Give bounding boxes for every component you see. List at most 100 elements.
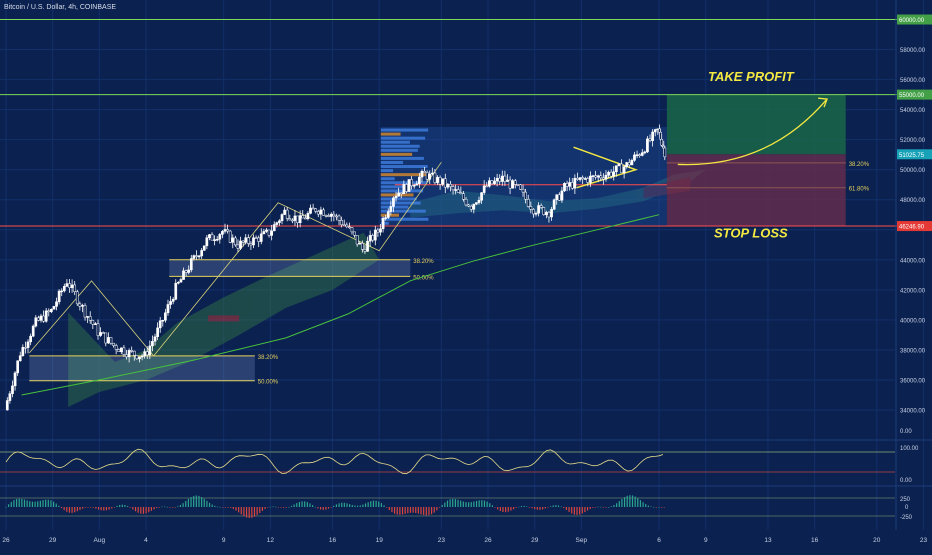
histogram-bar-positive bbox=[549, 506, 552, 507]
candle-up bbox=[500, 175, 504, 182]
time-tick-label: 16 bbox=[811, 537, 819, 544]
candle-up bbox=[583, 178, 587, 180]
volume-profile-bar bbox=[380, 193, 414, 197]
candle-up bbox=[31, 325, 35, 337]
candle-up bbox=[607, 171, 610, 176]
histogram-bar-positive bbox=[31, 501, 34, 507]
histogram-bar-negative bbox=[510, 507, 512, 511]
candle-up bbox=[65, 283, 69, 287]
candle-up bbox=[182, 270, 185, 280]
histogram-bar-negative bbox=[171, 507, 174, 508]
histogram-bar-negative bbox=[145, 507, 147, 514]
volume-profile-bar bbox=[380, 221, 389, 225]
histogram-bar-positive bbox=[465, 502, 467, 507]
histogram-bar-negative bbox=[259, 507, 261, 514]
candle-down bbox=[130, 350, 134, 352]
histogram-bar-negative bbox=[431, 507, 433, 515]
histogram-bar-negative bbox=[232, 507, 234, 509]
time-tick-label: 9 bbox=[704, 537, 708, 544]
volume-profile-bar bbox=[380, 217, 429, 221]
candle-up bbox=[545, 212, 548, 215]
volume-profile-bar bbox=[380, 152, 413, 156]
candle-up bbox=[430, 172, 434, 175]
candle-down bbox=[327, 215, 331, 217]
histogram-bar-negative bbox=[82, 507, 84, 509]
candle-down bbox=[311, 207, 315, 210]
candle-down bbox=[423, 170, 426, 173]
histogram-bar-negative bbox=[396, 507, 398, 515]
candle-down bbox=[355, 235, 359, 245]
candle-up bbox=[50, 309, 53, 313]
candle-down bbox=[576, 177, 579, 180]
candle-up bbox=[493, 180, 496, 185]
histogram-bar-negative bbox=[230, 507, 232, 508]
histogram-bar-positive bbox=[608, 506, 610, 508]
candle-down bbox=[324, 215, 328, 217]
price-tick-label: 34000.00 bbox=[900, 408, 926, 414]
candle-up bbox=[26, 341, 30, 348]
candle-up bbox=[477, 199, 481, 203]
candle-down bbox=[467, 204, 470, 207]
candle-up bbox=[189, 258, 193, 271]
histogram-bar-positive bbox=[634, 496, 636, 507]
candle-up bbox=[16, 360, 20, 374]
histogram-bar-positive bbox=[473, 501, 475, 507]
oscillator-1-line bbox=[5, 448, 664, 475]
candle-up bbox=[265, 229, 268, 232]
candle-up bbox=[29, 335, 32, 343]
candle-down bbox=[456, 189, 460, 193]
candle-up bbox=[62, 286, 66, 292]
histogram-bar-positive bbox=[275, 506, 277, 508]
candle-down bbox=[581, 177, 584, 180]
candle-up bbox=[8, 393, 12, 401]
histogram-bar-negative bbox=[256, 507, 258, 516]
histogram-bar-negative bbox=[66, 507, 68, 512]
histogram-bar-negative bbox=[420, 507, 422, 515]
histogram-bar-positive bbox=[177, 506, 179, 507]
histogram-bar-positive bbox=[626, 495, 628, 507]
candle-up bbox=[397, 192, 400, 197]
candle-up bbox=[119, 347, 123, 352]
candle-up bbox=[259, 233, 263, 242]
candle-down bbox=[314, 208, 318, 212]
candle-up bbox=[379, 228, 382, 233]
candle-up bbox=[213, 239, 216, 241]
histogram-bar-negative bbox=[547, 507, 549, 508]
candle-down bbox=[337, 215, 341, 221]
candle-down bbox=[241, 240, 245, 243]
candle-up bbox=[94, 323, 97, 325]
candle-up bbox=[578, 177, 582, 180]
candle-up bbox=[21, 347, 25, 356]
candle-down bbox=[122, 347, 126, 355]
volume-profile-bar bbox=[380, 132, 401, 136]
histogram-bar-negative bbox=[423, 507, 425, 516]
histogram-bar-negative bbox=[655, 507, 657, 508]
histogram-bar-negative bbox=[150, 507, 152, 511]
volume-profile-bar bbox=[380, 185, 405, 189]
fib-zone bbox=[169, 259, 411, 277]
histogram-bar-positive bbox=[346, 503, 348, 507]
candle-up bbox=[412, 184, 416, 187]
histogram-bar-negative bbox=[660, 507, 663, 508]
histogram-bar-positive bbox=[290, 505, 293, 507]
time-tick-label: 29 bbox=[531, 537, 539, 544]
volume-profile-bar bbox=[380, 197, 417, 201]
histogram-bar-negative bbox=[605, 507, 607, 508]
volume-profile-bar bbox=[380, 169, 394, 173]
volume-profile-bar bbox=[380, 209, 426, 213]
candle-down bbox=[332, 213, 336, 217]
histogram-bar-positive bbox=[658, 506, 660, 508]
candle-down bbox=[405, 184, 408, 192]
histogram-bar-negative bbox=[544, 507, 546, 509]
candle-down bbox=[267, 229, 271, 236]
histogram-bar-negative bbox=[539, 507, 541, 510]
histogram-bar-negative bbox=[132, 507, 134, 510]
time-tick-label: 16 bbox=[329, 537, 337, 544]
candle-down bbox=[236, 244, 240, 249]
volume-profile-bar bbox=[380, 140, 410, 144]
candle-up bbox=[81, 305, 84, 307]
candle-up bbox=[275, 222, 279, 225]
histogram-bar-positive bbox=[631, 495, 634, 507]
candle-down bbox=[638, 154, 642, 156]
